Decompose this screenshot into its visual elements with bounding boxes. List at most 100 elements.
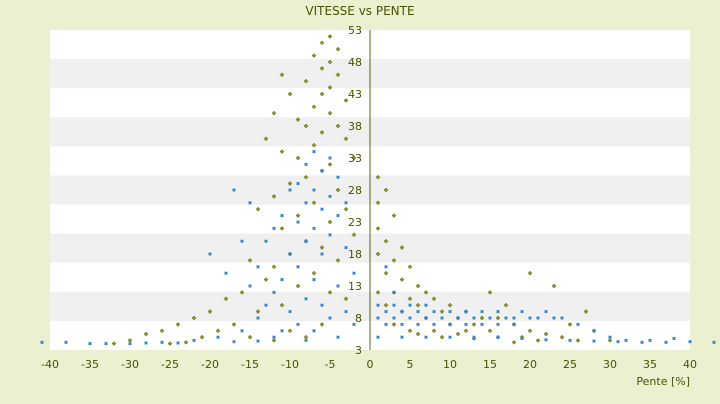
data-point-olive <box>559 334 565 340</box>
data-point-blue <box>464 310 468 314</box>
data-point-olive <box>399 277 405 282</box>
data-point-blue <box>248 284 252 288</box>
data-point-blue <box>384 310 388 314</box>
data-point-olive <box>327 59 333 65</box>
data-point-blue <box>400 310 404 314</box>
data-point-blue <box>336 214 340 218</box>
x-tick-label: 10 <box>443 358 457 371</box>
data-point-blue <box>304 338 308 342</box>
data-point-blue <box>648 338 652 342</box>
data-point-blue <box>352 271 356 275</box>
data-point-blue <box>104 342 108 346</box>
data-point-olive <box>327 85 333 90</box>
data-point-blue <box>392 316 396 320</box>
data-point-olive <box>271 110 277 116</box>
data-point-olive <box>375 174 381 180</box>
data-point-olive <box>311 200 317 206</box>
data-point-olive <box>415 283 421 289</box>
data-point-blue <box>592 339 596 343</box>
data-point-blue <box>496 335 500 339</box>
data-point-blue <box>312 278 316 282</box>
data-point-blue <box>264 239 268 243</box>
data-point-olive <box>191 315 197 321</box>
data-point-olive <box>431 328 437 334</box>
data-point-olive <box>415 331 421 337</box>
data-point-blue <box>320 169 324 173</box>
y-tick-label: 23 <box>348 216 362 229</box>
y-tick-label: 48 <box>348 56 362 69</box>
data-point-olive <box>343 98 349 103</box>
chart-title: VITESSE vs PENTE <box>305 4 414 18</box>
data-point-olive <box>287 181 293 186</box>
data-point-olive <box>327 290 333 295</box>
y-tick-label: 18 <box>348 248 362 261</box>
y-tick-label: 3 <box>355 344 362 357</box>
data-point-olive <box>343 296 349 302</box>
data-point-olive <box>279 72 285 78</box>
data-point-olive <box>327 162 333 167</box>
x-tick-label: -40 <box>41 358 59 371</box>
data-point-blue <box>144 341 148 345</box>
x-tick-label: 35 <box>643 358 657 371</box>
data-point-blue <box>288 310 292 314</box>
data-point-blue <box>336 175 340 179</box>
data-point-olive <box>407 264 413 270</box>
data-point-olive <box>607 338 613 343</box>
data-point-olive <box>159 328 165 334</box>
data-point-blue <box>256 265 260 269</box>
data-point-blue <box>520 336 524 340</box>
data-point-olive <box>175 322 181 327</box>
data-point-olive <box>383 302 389 308</box>
data-point-olive <box>423 290 429 295</box>
data-point-olive <box>143 331 149 337</box>
data-point-blue <box>528 316 532 320</box>
data-point-blue <box>280 329 284 333</box>
data-point-blue <box>232 188 236 192</box>
data-point-olive <box>295 155 301 161</box>
x-tick-label: -10 <box>281 358 299 371</box>
data-point-blue <box>384 265 388 269</box>
data-point-olive <box>439 334 445 340</box>
data-point-olive <box>295 117 301 122</box>
data-point-olive <box>471 322 477 327</box>
data-point-olive <box>455 331 461 337</box>
data-point-blue <box>664 340 668 344</box>
data-point-olive <box>335 123 341 129</box>
data-point-blue <box>88 342 92 346</box>
data-point-blue <box>64 340 68 344</box>
data-point-blue <box>280 278 284 282</box>
data-point-blue <box>376 303 380 307</box>
data-point-blue <box>224 271 228 275</box>
data-point-olive <box>207 309 213 314</box>
x-axis-label: Pente [%] <box>636 375 690 388</box>
data-point-blue <box>256 316 260 320</box>
data-point-blue <box>480 322 484 326</box>
data-point-blue <box>608 335 612 339</box>
data-point-olive <box>375 251 381 257</box>
data-point-blue <box>264 303 268 307</box>
data-point-blue <box>448 310 452 314</box>
data-point-olive <box>271 338 277 343</box>
data-point-olive <box>543 331 549 337</box>
data-point-blue <box>472 335 476 339</box>
data-point-blue <box>376 316 380 320</box>
data-point-olive <box>567 322 573 327</box>
x-tick-label: 20 <box>523 358 537 371</box>
data-point-blue <box>544 310 548 314</box>
data-point-olive <box>335 72 341 78</box>
data-point-blue <box>392 303 396 307</box>
data-point-olive <box>511 340 517 345</box>
data-point-olive <box>167 341 173 346</box>
data-point-olive <box>111 341 117 346</box>
data-point-blue <box>424 316 428 320</box>
data-point-blue <box>576 322 580 326</box>
y-tick-label: 13 <box>348 280 362 293</box>
data-point-blue <box>304 162 308 166</box>
data-point-blue <box>344 310 348 314</box>
x-tick-label: 15 <box>483 358 497 371</box>
data-point-olive <box>479 315 485 321</box>
data-point-blue <box>400 335 404 339</box>
data-point-olive <box>399 245 405 250</box>
